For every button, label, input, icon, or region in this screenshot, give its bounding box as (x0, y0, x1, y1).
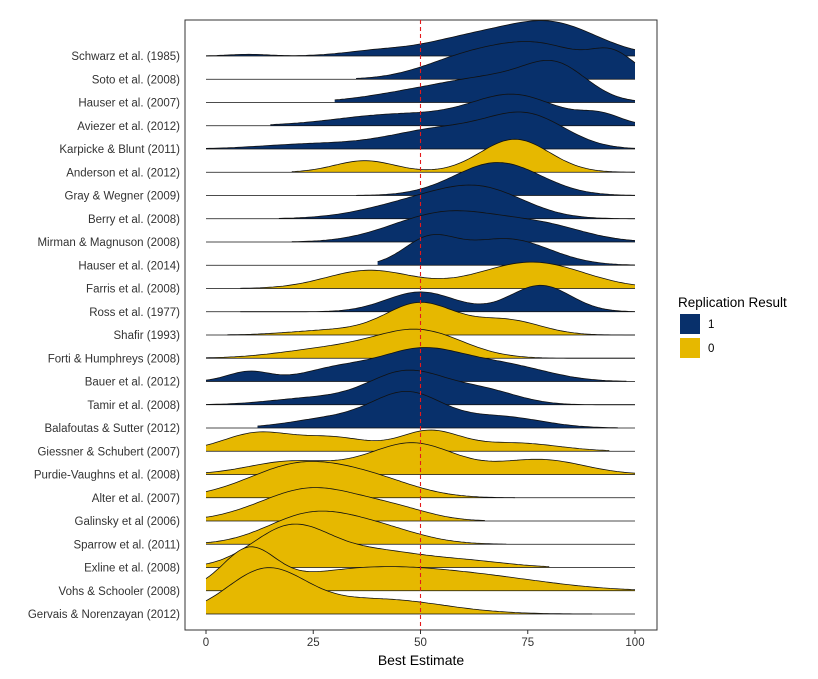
x-tick-label: 100 (625, 637, 644, 649)
y-tick-label: Aviezer et al. (2012) (77, 121, 180, 133)
legend-key-swatch (680, 338, 700, 358)
ridge-area (227, 302, 635, 335)
x-tick-label: 0 (203, 637, 209, 649)
y-tick-label: Galinsky et al (2006) (75, 516, 181, 528)
y-tick-label: Mirman & Magnuson (2008) (37, 237, 180, 249)
y-tick-label: Anderson et al. (2012) (66, 167, 180, 179)
ridge-area (240, 262, 636, 289)
y-tick-label: Hauser et al. (2014) (78, 260, 180, 272)
ridge-area (206, 524, 550, 568)
ridge-area (206, 461, 515, 498)
y-tick-label: Exline et al. (2008) (84, 563, 180, 575)
y-tick-label: Soto et al. (2008) (92, 74, 180, 86)
y-tick-label: Balafoutas & Sutter (2012) (44, 423, 180, 435)
y-tick-label: Shafir (1993) (114, 330, 181, 342)
ridge-outline (205, 111, 636, 149)
ridge-outline (205, 567, 593, 615)
ridge-area (206, 347, 627, 382)
ridge-area (291, 139, 635, 173)
y-tick-label: Schwarz et al. (1985) (71, 51, 180, 63)
ridge-layer (205, 20, 636, 615)
y-tick-label: Sparrow et al. (2011) (73, 539, 180, 551)
ridge-outline (291, 138, 635, 173)
ridge-area (206, 112, 635, 149)
y-tick-label: Forti & Humphreys (2008) (48, 353, 180, 365)
ridge-outline (356, 162, 635, 196)
ridge-outline (205, 461, 515, 499)
ridge-outline (205, 429, 610, 451)
y-tick-labels: Schwarz et al. (1985) Soto et al. (2008) H… (28, 51, 180, 621)
ridge-area (334, 60, 635, 103)
y-tick-label: Ross et al. (1977) (89, 307, 180, 319)
ridge-outline (356, 41, 636, 79)
x-tick-label: 50 (414, 637, 427, 649)
y-tick-label: Berry et al. (2008) (88, 214, 180, 226)
ridge-2 (206, 60, 636, 103)
x-tick-label: 25 (307, 637, 320, 649)
ridge-5 (206, 138, 635, 173)
ridge-outline (291, 210, 636, 243)
y-tick-label: Karpicke & Blunt (2011) (59, 144, 180, 156)
x-tick-label: 75 (521, 637, 534, 649)
legend-title: Replication Result (678, 295, 787, 310)
y-tick-label: Gervais & Norenzayan (2012) (28, 609, 180, 621)
y-tick-label: Alter et al. (2007) (92, 493, 180, 505)
ridge-outline (334, 60, 636, 101)
ridge-area (291, 210, 635, 242)
ridge-outline (205, 487, 485, 521)
ridge-outline (257, 391, 618, 429)
ridge-outline (240, 261, 636, 289)
y-tick-label: Bauer et al. (2012) (85, 377, 180, 389)
x-axis-label: Best Estimate (378, 652, 465, 668)
y-tick-label: Giessner & Schubert (2007) (37, 446, 180, 458)
ridge-area (240, 285, 636, 312)
ridge-outline (205, 510, 507, 545)
legend-key-label: 1 (708, 319, 714, 331)
y-tick-label: Hauser et al. (2007) (78, 98, 180, 110)
ridge-area (278, 185, 635, 219)
ridge-area (377, 234, 635, 266)
ridge-outline (270, 93, 636, 125)
y-tick-label: Farris et al. (2008) (86, 284, 180, 296)
y-tick-label: Purdie-Vaughns et al. (2008) (34, 470, 180, 482)
y-tick-label: Tamir et al. (2008) (87, 400, 180, 412)
legend-key-swatch (680, 314, 700, 334)
legend: Replication Result 1 0 (678, 295, 787, 358)
legend-key-label: 0 (708, 343, 714, 355)
ridge-24 (205, 567, 635, 615)
ridge-outline (205, 523, 550, 567)
x-axis: 0 25 50 75 100 (203, 630, 645, 649)
ridge-area (257, 391, 618, 428)
ridge-outline (227, 301, 635, 336)
ridge-outline (205, 347, 627, 382)
y-tick-label: Gray & Wegner (2009) (65, 191, 181, 203)
ridge-area (356, 162, 635, 196)
ridge-outline (278, 184, 635, 220)
y-tick-label: Vohs & Schooler (2008) (59, 586, 181, 598)
